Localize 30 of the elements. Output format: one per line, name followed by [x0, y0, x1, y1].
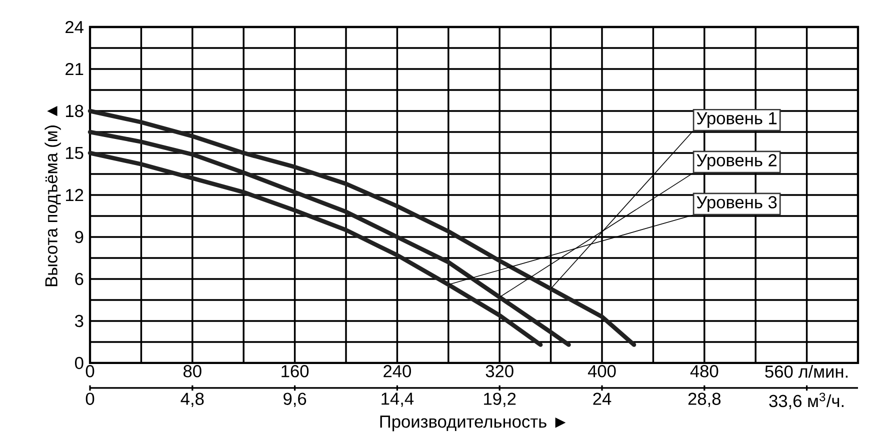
y-tick-label: 6 [75, 272, 84, 286]
x-tick-label: 0 [86, 365, 94, 378]
x-tick-label: 160 [282, 365, 309, 378]
x-tick-label: 320 [486, 365, 514, 378]
x2-tick-label: 4,8 [180, 392, 204, 408]
x2-tick-label: 24 [593, 392, 612, 405]
y-tick-label: 21 [66, 62, 84, 76]
x2-tick-label: 33,6 м$^{3}$/ч. [769, 392, 844, 410]
y-tick-label: 0 [75, 356, 84, 370]
x2-tick-label: 9,6 [284, 392, 306, 408]
x-tick-label: 240 [384, 365, 411, 378]
y-tick-label: 18 [66, 104, 84, 118]
x2-tick-label: 19,2 [484, 392, 516, 408]
x-tick-label: 560 л/мин. [765, 365, 848, 378]
y-tick-label: 9 [75, 230, 84, 244]
y-axis-title: Высота подъёма (м) ▲ [44, 106, 61, 286]
x-tick-label: 480 [690, 365, 718, 378]
x-tick-label: 400 [588, 365, 616, 378]
x-axis-title: Производительность ► [380, 416, 566, 432]
y-tick-label: 3 [75, 314, 84, 328]
x2-tick-label: 28,8 [688, 392, 721, 408]
y-tick-label: 15 [66, 146, 84, 160]
x-tick-label: 80 [184, 365, 202, 378]
text: Уровень 2 [696, 154, 777, 170]
x2-tick-label: 0 [86, 392, 94, 405]
y-tick-label: 24 [66, 20, 84, 34]
text: Уровень 3 [696, 196, 777, 212]
text: Уровень 1 [696, 112, 777, 128]
x2-tick-label: 14,4 [382, 392, 414, 407]
y-tick-label: 12 [66, 188, 84, 202]
